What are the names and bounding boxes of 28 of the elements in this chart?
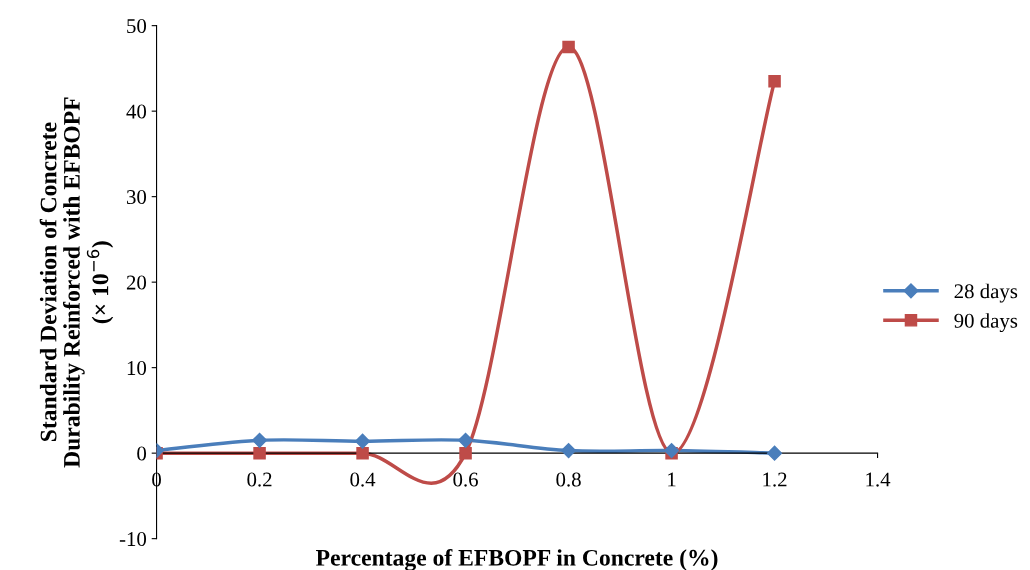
y-tick-label: 10 [127,361,147,376]
x-tick-label: 0.4 [350,472,376,487]
point [354,433,371,449]
y-tick-label: 30 [127,190,147,205]
x-tick-label: 0.8 [556,472,581,487]
x-tick-label: 1.2 [763,472,787,487]
y-tick-label: -10 [119,532,147,547]
y-tick-label: 20 [126,275,147,290]
point [459,446,472,460]
y-tick-label: 40 [126,104,147,119]
x-tick-label: 1 [668,472,676,487]
legend-label: 28 days [954,283,1018,303]
y-tick-label: 50 [127,19,147,34]
point [251,432,268,448]
point [562,40,575,54]
legend-label: 90 days [954,313,1018,333]
point [768,74,781,88]
y-tick-label: 0 [137,446,147,461]
x-tick-label: 0.6 [453,472,478,487]
x-tick-label: 0.2 [247,472,272,487]
point [457,432,474,448]
x-axis-title: Percentage of EFBOPF in Concrete (%) [316,548,718,570]
x-tick-label: 1.4 [866,472,891,487]
point [560,443,577,459]
point [253,446,266,460]
point [356,446,369,460]
y-axis-title: Standard Deviation of Concrete Durability Reinforced with EFBOPF (× 10$^{−6}$) [39,97,114,468]
point [766,445,783,461]
